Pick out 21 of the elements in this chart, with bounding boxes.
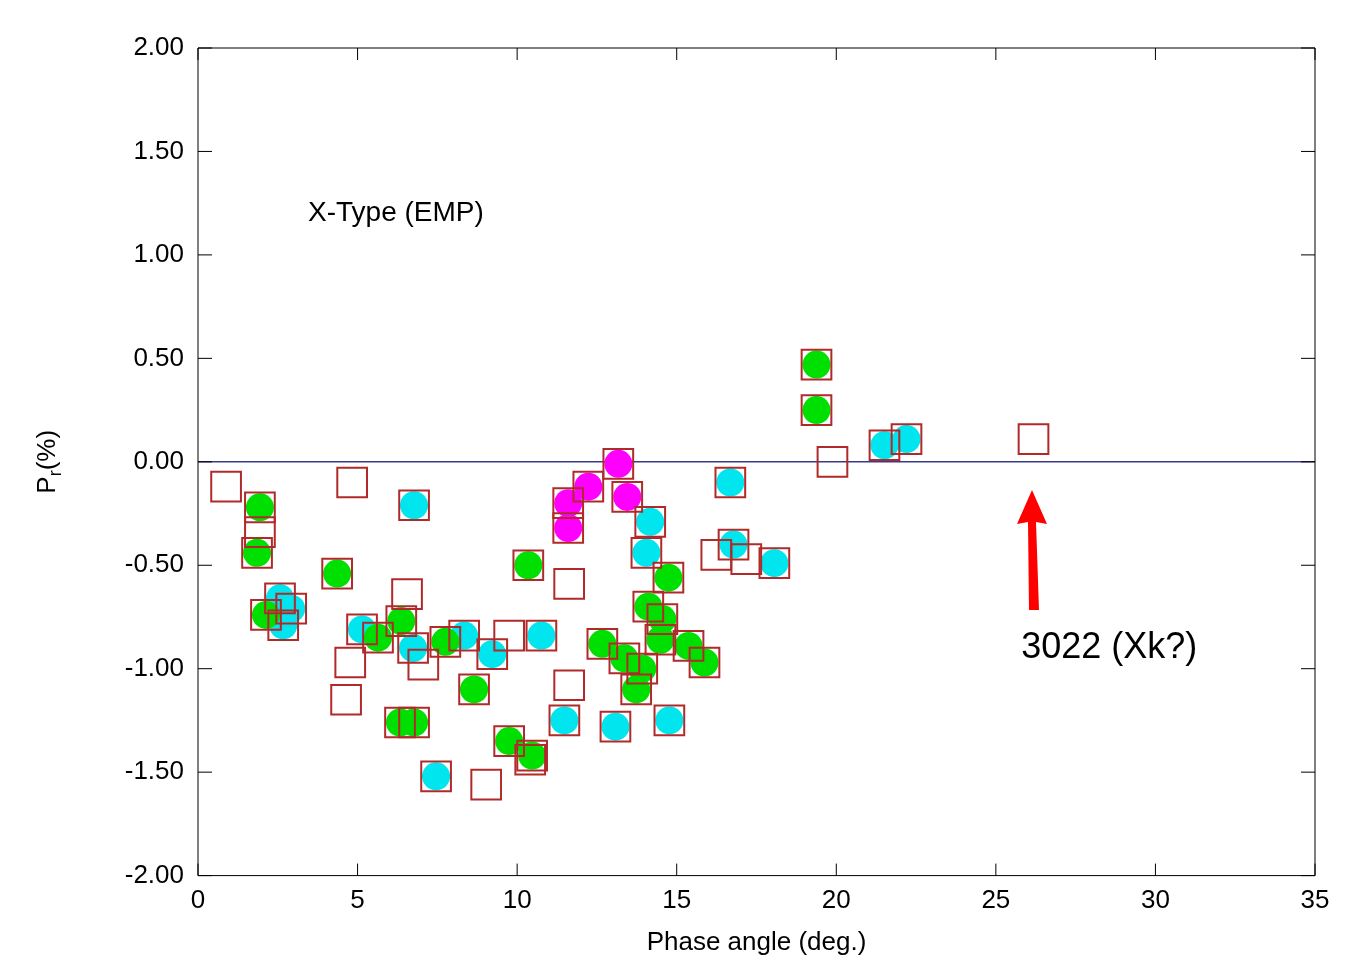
x-tick-label: 15 — [662, 884, 692, 915]
x-tick-label: 35 — [1300, 884, 1330, 915]
y-tick-label: 0.50 — [133, 341, 184, 372]
y-tick-label: 2.00 — [133, 31, 184, 62]
x-tick-label: 25 — [981, 884, 1011, 915]
y-tick-label: -1.00 — [124, 651, 184, 682]
y-tick-label: -2.00 — [124, 858, 184, 889]
y-tick-label: -0.50 — [124, 548, 184, 579]
x-tick-label: 20 — [821, 884, 851, 915]
x-tick-label: 10 — [502, 884, 532, 915]
y-tick-label: 1.00 — [133, 238, 184, 269]
annotation: X-Type (EMP) — [308, 195, 484, 227]
x-axis-title: Phase angle (deg.) — [646, 925, 867, 956]
annotation: 3022 (Xk?) — [1021, 624, 1198, 666]
y-tick-label: -1.50 — [124, 755, 184, 786]
y-tick-label: 0.00 — [133, 444, 184, 475]
x-tick-label: 5 — [350, 884, 365, 915]
x-tick-label: 0 — [190, 884, 206, 915]
y-tick-label: 1.50 — [133, 134, 184, 165]
y-axis-title: Pr(%) — [31, 429, 65, 494]
x-tick-label: 30 — [1140, 884, 1170, 915]
